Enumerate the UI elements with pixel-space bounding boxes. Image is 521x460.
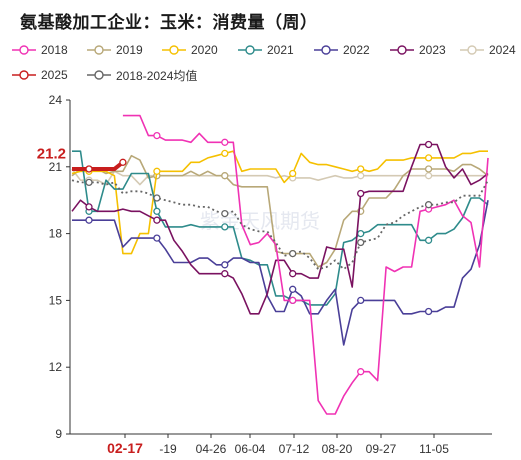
legend-swatch-marker	[245, 45, 255, 55]
data-point	[85, 165, 93, 173]
legend-swatch-marker	[19, 70, 29, 80]
data-point	[357, 368, 365, 376]
series-line-2025	[72, 160, 125, 171]
data-point	[221, 223, 229, 231]
data-point	[424, 154, 433, 162]
legend-swatch	[390, 45, 414, 55]
y-tick-label: 12	[49, 360, 63, 374]
x-tick-label: -19	[159, 442, 177, 456]
legend-swatch-marker	[94, 70, 104, 80]
series-line-2022	[72, 200, 489, 346]
data-point	[153, 207, 161, 215]
data-point	[357, 165, 365, 173]
data-point	[357, 172, 365, 180]
data-point	[153, 131, 161, 140]
x-tick-label: 07-12	[279, 442, 310, 456]
legend-label: 2020	[191, 43, 218, 57]
legend-swatch	[87, 45, 111, 55]
legend-label: 2023	[419, 43, 446, 57]
x-tick-label: 02-17	[107, 440, 143, 456]
x-tick-label: 11-05	[419, 442, 449, 456]
legend-label: 2019	[116, 43, 143, 57]
legend-label: 2024	[489, 43, 516, 57]
legend-item[interactable]: 2019	[87, 40, 143, 60]
series-line-2021	[72, 150, 489, 306]
x-tick-label: 06-04	[235, 442, 266, 456]
data-point	[221, 149, 229, 158]
legend-item[interactable]: 2018	[12, 40, 68, 60]
legend-swatch-marker	[397, 45, 407, 55]
data-point	[424, 307, 433, 316]
legend-swatch	[314, 45, 338, 55]
data-point	[153, 167, 161, 175]
data-point	[221, 261, 229, 269]
data-point	[289, 249, 297, 258]
data-point	[153, 234, 161, 242]
series-line-2020	[71, 150, 488, 255]
data-point	[357, 238, 365, 247]
highlight-value-label: 21.2	[37, 145, 66, 162]
legend-item[interactable]: 2023	[390, 40, 446, 60]
data-point	[85, 203, 93, 211]
data-point	[357, 229, 365, 238]
series-line-2023	[71, 143, 489, 315]
legend-swatch	[12, 45, 36, 55]
legend-swatch-marker	[19, 45, 29, 55]
legend-swatch-marker	[169, 45, 179, 55]
y-tick-label: 24	[49, 93, 63, 107]
x-tick-label: 08-20	[322, 442, 353, 456]
legend-swatch-marker	[321, 45, 331, 55]
legend-label: 2021	[267, 43, 294, 57]
y-tick-label: 21	[49, 160, 63, 174]
data-point	[153, 194, 161, 202]
data-point	[424, 165, 433, 173]
legend-label: 2018-2024均值	[116, 68, 198, 83]
legend-item[interactable]: 2025	[12, 65, 68, 85]
legend-swatch	[238, 45, 262, 55]
chart-title: 氨基酸加工企业：玉米：消费量（周）	[20, 13, 318, 33]
legend-swatch	[87, 70, 111, 80]
data-point	[357, 189, 365, 198]
data-point	[289, 169, 297, 178]
data-point	[289, 296, 297, 305]
legend-item[interactable]: 2024	[460, 40, 516, 60]
legend-item[interactable]: 2020	[162, 40, 218, 60]
series-line-2018	[122, 114, 489, 415]
legend-label: 2018	[41, 43, 68, 57]
data-point	[289, 270, 297, 278]
data-point	[424, 140, 433, 149]
series-line-2018-2024均值	[71, 179, 489, 271]
data-point	[221, 172, 229, 180]
y-tick-label: 15	[49, 293, 63, 307]
x-tick-label: 09-27	[366, 442, 397, 456]
legend-swatch-marker	[467, 45, 477, 55]
data-point	[221, 138, 229, 146]
legend-swatch	[162, 45, 186, 55]
data-point	[119, 158, 127, 166]
legend-item[interactable]: 2021	[238, 40, 294, 60]
data-point	[221, 209, 229, 218]
watermark: 紫金天风期货	[200, 209, 320, 233]
data-point	[289, 285, 297, 293]
data-point	[85, 216, 93, 224]
series-line-2019	[71, 154, 489, 268]
data-point	[85, 178, 93, 187]
legend-swatch	[12, 70, 36, 80]
data-point	[153, 216, 161, 224]
data-point	[424, 201, 433, 209]
legend-swatch	[460, 45, 484, 55]
y-tick-label: 18	[49, 227, 63, 241]
data-point	[424, 236, 433, 244]
y-tick-label: 9	[55, 427, 62, 441]
data-point	[357, 296, 365, 305]
legend-item[interactable]: 2022	[314, 40, 370, 60]
legend-item[interactable]: 2018-2024均值	[87, 65, 197, 85]
data-point	[221, 270, 229, 278]
data-point	[424, 172, 433, 180]
legend-label: 2022	[343, 43, 370, 57]
legend-swatch-marker	[94, 45, 104, 55]
legend-label: 2025	[41, 68, 68, 82]
x-tick-label: 04-26	[196, 442, 227, 456]
